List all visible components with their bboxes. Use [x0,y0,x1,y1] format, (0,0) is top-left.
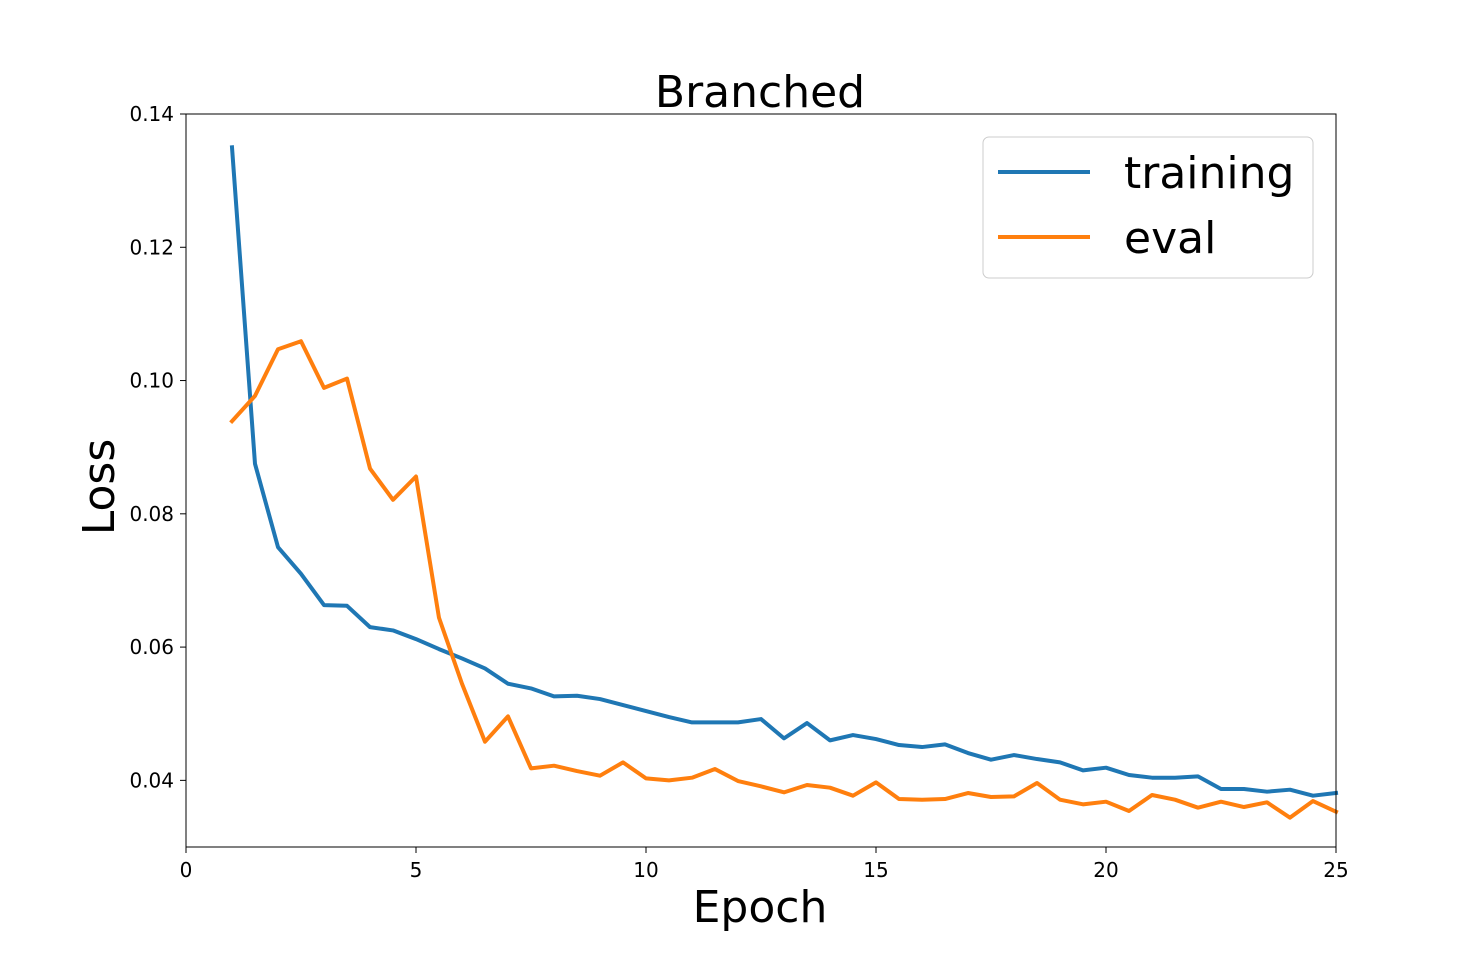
x-tick-label: 0 [180,858,193,882]
y-axis-title: Loss [74,439,125,536]
x-axis: 0 5 10 15 20 25 [180,847,1349,882]
chart-title: Branched [655,67,865,118]
y-axis: 0.04 0.06 0.08 0.10 0.12 0.14 [129,102,186,792]
series-layer [229,145,1339,820]
x-tick-label: 25 [1323,858,1348,882]
plot-frame [185,113,1337,848]
y-tick-label: 0.12 [129,235,174,259]
legend: training eval [982,136,1314,279]
series-line-training [229,145,1339,798]
y-tick-label: 0.08 [129,502,174,526]
legend-entries: training eval [998,148,1294,264]
series-line-eval [229,339,1339,820]
x-tick-label: 5 [410,858,423,882]
y-tick-label: 0.06 [129,635,174,659]
y-tick-label: 0.14 [129,102,174,126]
y-tick-label: 0.10 [129,369,174,393]
legend-label-eval: eval [1124,213,1216,264]
x-tick-label: 10 [633,858,658,882]
x-tick-label: 20 [1093,858,1118,882]
x-axis-title: Epoch [693,882,828,933]
y-tick-label: 0.04 [129,768,174,792]
legend-label-training: training [1124,148,1294,199]
x-tick-label: 15 [863,858,888,882]
